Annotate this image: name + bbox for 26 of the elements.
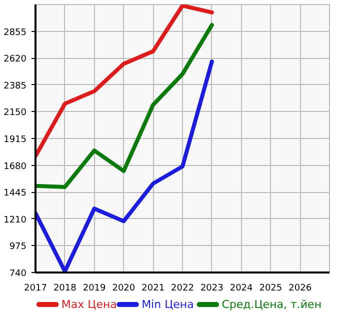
x-tick-label: 2018 xyxy=(53,284,77,294)
y-tick-label: 2620 xyxy=(4,54,27,65)
y-tick-label: 2385 xyxy=(4,81,26,92)
y-tick-label: 1915 xyxy=(4,135,26,145)
line-series xyxy=(36,23,214,189)
y-tick-label: 2150 xyxy=(4,108,27,118)
legend-label: Max Цена xyxy=(61,298,117,311)
x-tick-label: 2017 xyxy=(24,284,47,294)
x-tick-label: 2022 xyxy=(171,284,194,294)
y-tick-label: 975 xyxy=(9,242,27,252)
legend-label: Min Цена xyxy=(142,298,194,311)
x-tick-label: 2020 xyxy=(112,284,136,294)
x-tick-label: 2021 xyxy=(142,284,165,294)
x-tick-label: 2024 xyxy=(230,284,254,294)
x-tick-label: 2025 xyxy=(259,284,282,294)
y-tick-label: 2855 xyxy=(4,28,26,38)
x-tick-label: 2026 xyxy=(288,284,312,294)
y-tick-label: 1210 xyxy=(4,215,27,226)
x-tick-label: 2019 xyxy=(82,284,106,294)
line-series xyxy=(36,60,214,272)
y-tick-label: 740 xyxy=(9,269,27,279)
y-tick-label: 1445 xyxy=(4,188,26,199)
y-tick-label: 1680 xyxy=(4,162,27,172)
line-series xyxy=(36,4,214,158)
legend-label: Сред.Цена, т.йен xyxy=(222,298,322,311)
x-tick-label: 2023 xyxy=(200,284,224,294)
